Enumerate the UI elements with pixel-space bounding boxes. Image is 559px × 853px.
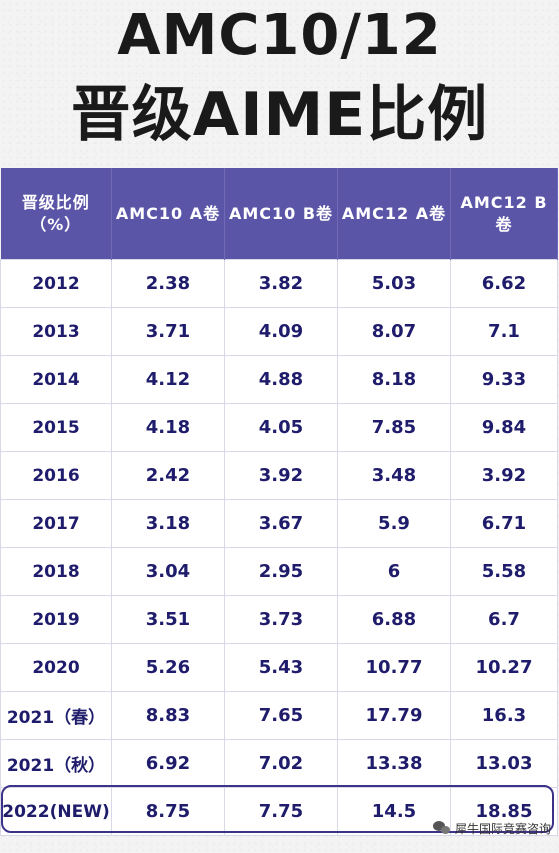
header-cell: AMC12 B卷 (450, 168, 558, 260)
rate-cell: 6.88 (337, 595, 451, 644)
title-line-2: 晋级AIME比例 (70, 80, 489, 150)
header-cell: AMC10 B卷 (224, 168, 338, 260)
rate-cell: 14.5 (337, 787, 451, 836)
rate-cell: 13.38 (337, 739, 451, 788)
rate-cell: 3.73 (224, 595, 338, 644)
rate-cell: 3.92 (450, 451, 558, 500)
watermark: 犀牛国际竞赛咨询 (432, 817, 551, 839)
rate-cell: 6.62 (450, 259, 558, 308)
table-row: 2014 4.12 4.88 8.18 9.33 (0, 355, 558, 404)
rate-cell: 4.12 (111, 355, 225, 404)
rate-cell: 2.38 (111, 259, 225, 308)
table-row: 2021（秋） 6.92 7.02 13.38 13.03 (0, 739, 558, 788)
rate-cell: 3.67 (224, 499, 338, 548)
table-row: 2019 3.51 3.73 6.88 6.7 (0, 595, 558, 644)
rate-cell: 10.77 (337, 643, 451, 692)
rate-cell: 4.18 (111, 403, 225, 452)
year-cell: 2012 (0, 259, 112, 308)
rate-cell: 5.26 (111, 643, 225, 692)
rate-cell: 3.71 (111, 307, 225, 356)
year-cell: 2019 (0, 595, 112, 644)
wechat-icon (432, 821, 451, 835)
rate-cell: 5.58 (450, 547, 558, 596)
table-body: 2012 2.38 3.82 5.03 6.62 2013 3.71 4.09 8.07 7.1 2… (0, 259, 558, 836)
header-cell: AMC10 A卷 (111, 168, 225, 260)
table-row: 2021（春） 8.83 7.65 17.79 16.3 (0, 691, 558, 740)
rate-cell: 5.9 (337, 499, 451, 548)
rate-cell: 3.82 (224, 259, 338, 308)
year-cell: 2015 (0, 403, 112, 452)
rate-cell: 8.18 (337, 355, 451, 404)
rate-cell: 7.1 (450, 307, 558, 356)
year-cell: 2020 (0, 643, 112, 692)
rate-cell: 18.85 (450, 787, 558, 836)
highlight-2022-row (1, 785, 554, 833)
rate-cell: 9.84 (450, 403, 558, 452)
year-cell: 2022(NEW) (0, 787, 112, 836)
rate-cell: 8.07 (337, 307, 451, 356)
rate-cell: 9.33 (450, 355, 558, 404)
title-line-1: AMC10/12 (117, 3, 442, 68)
rate-cell: 7.75 (224, 787, 338, 836)
rate-cell: 8.83 (111, 691, 225, 740)
rate-cell: 3.92 (224, 451, 338, 500)
rate-cell: 6.92 (111, 739, 225, 788)
watermark-text: 犀牛国际竞赛咨询 (454, 821, 551, 836)
rate-cell: 5.43 (224, 643, 338, 692)
rate-cell: 16.3 (450, 691, 558, 740)
rate-cell: 4.05 (224, 403, 338, 452)
year-cell: 2021（秋） (0, 739, 112, 788)
rate-cell: 6.7 (450, 595, 558, 644)
aime-qualification-table: 晋级比例（%） AMC10 A卷 AMC10 B卷 AMC12 A卷 AMC12… (0, 168, 558, 836)
rate-cell: 3.48 (337, 451, 451, 500)
table-row: 2022(NEW) 8.75 7.75 14.5 18.85 (0, 787, 558, 836)
rate-cell: 10.27 (450, 643, 558, 692)
year-cell: 2014 (0, 355, 112, 404)
rate-cell: 2.95 (224, 547, 338, 596)
rate-cell: 3.18 (111, 499, 225, 548)
rate-cell: 6.71 (450, 499, 558, 548)
table-header-row: 晋级比例（%） AMC10 A卷 AMC10 B卷 AMC12 A卷 AMC12… (0, 168, 558, 260)
rate-cell: 2.42 (111, 451, 225, 500)
rate-cell: 4.88 (224, 355, 338, 404)
rate-cell: 8.75 (111, 787, 225, 836)
table-row: 2013 3.71 4.09 8.07 7.1 (0, 307, 558, 356)
header-cell: 晋级比例（%） (0, 168, 112, 260)
year-cell: 2021（春） (0, 691, 112, 740)
rate-cell: 4.09 (224, 307, 338, 356)
table-row: 2015 4.18 4.05 7.85 9.84 (0, 403, 558, 452)
table-row: 2020 5.26 5.43 10.77 10.27 (0, 643, 558, 692)
year-cell: 2018 (0, 547, 112, 596)
year-cell: 2013 (0, 307, 112, 356)
rate-cell: 3.51 (111, 595, 225, 644)
table-row: 2017 3.18 3.67 5.9 6.71 (0, 499, 558, 548)
year-cell: 2016 (0, 451, 112, 500)
rate-cell: 7.02 (224, 739, 338, 788)
rate-cell: 7.65 (224, 691, 338, 740)
table-row: 2018 3.04 2.95 6 5.58 (0, 547, 558, 596)
rate-cell: 3.04 (111, 547, 225, 596)
rate-cell: 7.85 (337, 403, 451, 452)
rate-cell: 6 (337, 547, 451, 596)
rate-cell: 5.03 (337, 259, 451, 308)
table-row: 2016 2.42 3.92 3.48 3.92 (0, 451, 558, 500)
header-cell: AMC12 A卷 (337, 168, 451, 260)
rate-cell: 13.03 (450, 739, 558, 788)
year-cell: 2017 (0, 499, 112, 548)
rate-cell: 17.79 (337, 691, 451, 740)
table-row: 2012 2.38 3.82 5.03 6.62 (0, 259, 558, 308)
